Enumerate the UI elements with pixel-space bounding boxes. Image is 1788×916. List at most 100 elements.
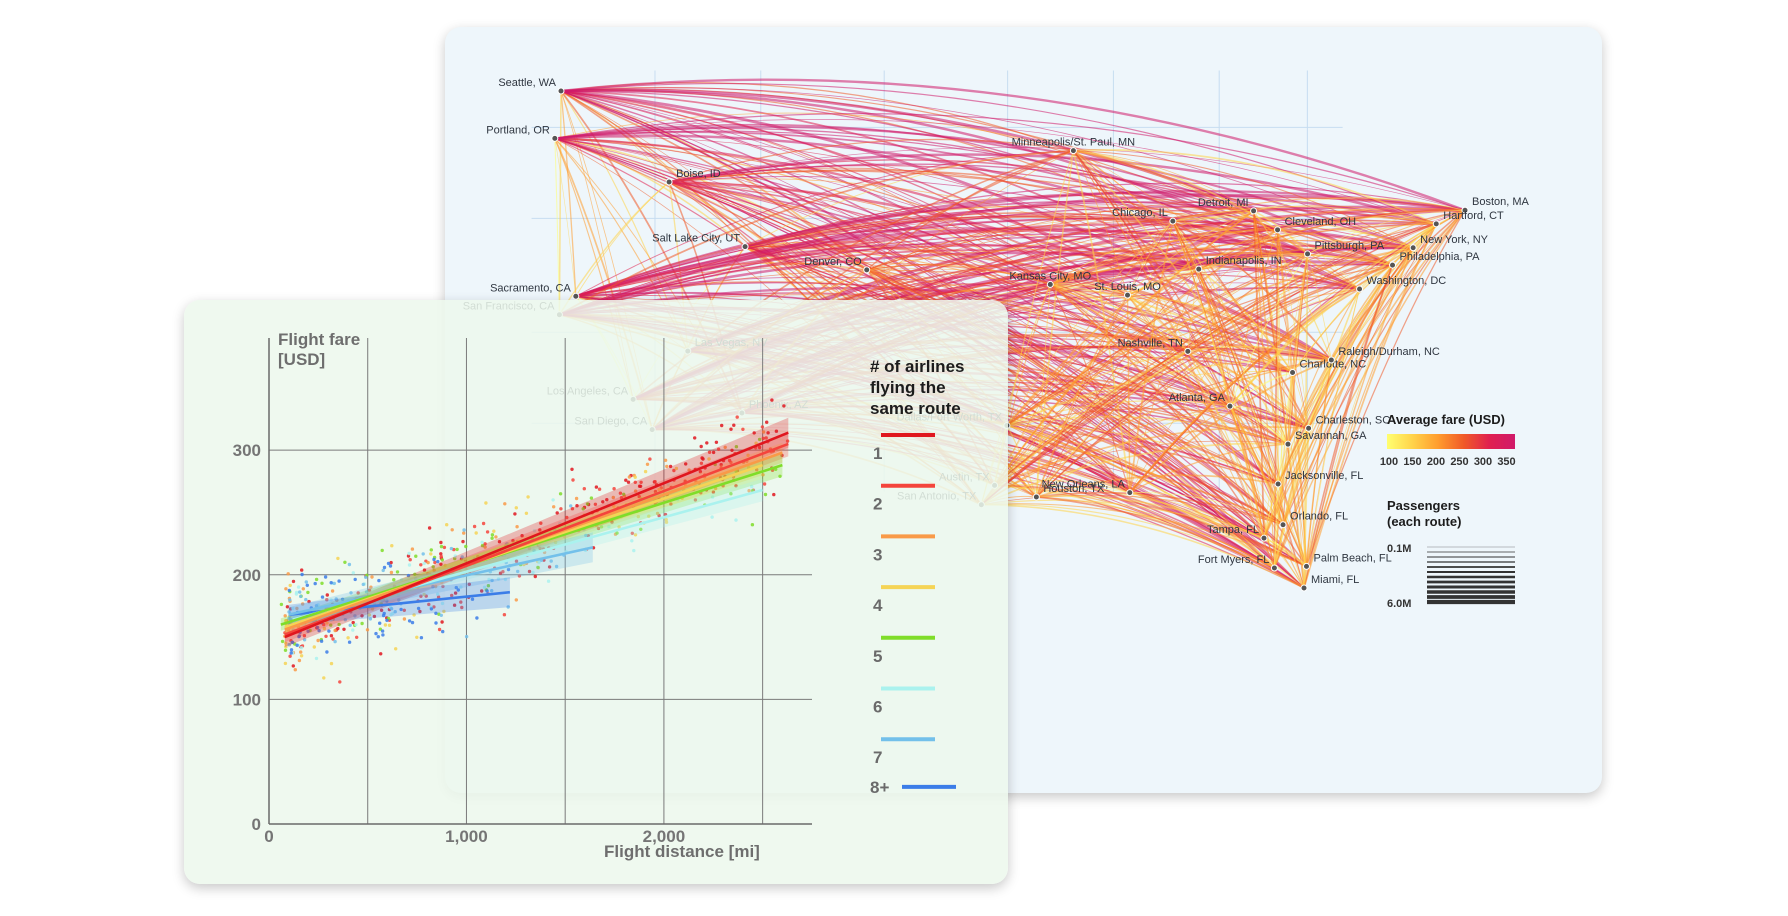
data-point bbox=[407, 619, 412, 623]
data-point bbox=[707, 450, 712, 454]
data-point bbox=[490, 589, 494, 593]
data-point bbox=[450, 593, 454, 598]
route-line bbox=[1198, 209, 1466, 270]
city-dot bbox=[1226, 402, 1234, 410]
data-point bbox=[462, 531, 466, 535]
route-line bbox=[1187, 351, 1265, 539]
route-line bbox=[1050, 283, 1309, 429]
data-point bbox=[687, 468, 691, 472]
y-tick-label: 100 bbox=[233, 690, 261, 709]
data-point bbox=[407, 551, 411, 556]
data-point bbox=[314, 577, 319, 582]
city-label: Pittsburgh, PA bbox=[1315, 240, 1385, 252]
city-dot bbox=[1389, 261, 1397, 269]
route-line bbox=[1187, 350, 1308, 567]
data-point bbox=[421, 552, 425, 556]
city-minneapolis-st-paul-mn: Minneapolis/St. Paul, MN bbox=[1012, 137, 1135, 155]
data-point bbox=[300, 572, 304, 577]
city-label: Salt Lake City, UT bbox=[652, 233, 740, 245]
legend-label-8-plus: 8+ bbox=[870, 778, 889, 797]
data-point bbox=[440, 601, 445, 606]
route-line bbox=[1073, 150, 1128, 296]
data-point bbox=[439, 613, 443, 617]
data-point bbox=[306, 590, 310, 595]
route-line bbox=[1035, 284, 1051, 497]
data-point bbox=[594, 485, 599, 489]
data-point bbox=[664, 517, 668, 522]
data-point bbox=[380, 548, 384, 553]
route-line bbox=[1287, 223, 1437, 445]
route-line bbox=[1303, 288, 1361, 589]
route-line bbox=[866, 269, 1279, 485]
data-point bbox=[355, 635, 359, 639]
data-point bbox=[705, 441, 709, 445]
passengers-legend-subtitle: (each route) bbox=[1387, 514, 1461, 529]
data-point bbox=[552, 505, 556, 509]
data-point bbox=[511, 539, 515, 543]
route-line bbox=[1292, 264, 1393, 373]
data-point bbox=[284, 645, 288, 649]
city-detroit-mi: Detroit, MI bbox=[1198, 197, 1258, 215]
data-point bbox=[377, 578, 381, 583]
data-point bbox=[668, 464, 673, 469]
route-line bbox=[1172, 220, 1360, 290]
data-point bbox=[287, 588, 291, 593]
route-line bbox=[1303, 223, 1438, 589]
data-point bbox=[611, 495, 615, 500]
route-line bbox=[1277, 229, 1393, 266]
data-point bbox=[463, 556, 467, 561]
route-line bbox=[1050, 283, 1289, 445]
route-line bbox=[1073, 149, 1437, 225]
route-line bbox=[554, 112, 1074, 152]
route-line bbox=[560, 90, 1189, 352]
data-point bbox=[490, 536, 494, 540]
data-point bbox=[323, 575, 328, 579]
data-point bbox=[422, 561, 426, 566]
data-point bbox=[612, 487, 616, 491]
data-point bbox=[429, 607, 434, 611]
route-line bbox=[1172, 220, 1332, 361]
route-line bbox=[1049, 284, 1131, 493]
data-point bbox=[501, 570, 505, 574]
data-point bbox=[462, 528, 466, 532]
route-line bbox=[1273, 483, 1279, 568]
data-point bbox=[422, 568, 427, 572]
data-point bbox=[610, 520, 614, 524]
data-point bbox=[393, 610, 397, 614]
city-label: Philadelphia, PA bbox=[1400, 251, 1481, 263]
route-line bbox=[1253, 197, 1466, 212]
data-point bbox=[390, 544, 394, 548]
data-point bbox=[385, 599, 389, 603]
route-line bbox=[1303, 247, 1414, 589]
data-point bbox=[283, 648, 288, 652]
data-point bbox=[291, 579, 296, 584]
data-point bbox=[503, 502, 507, 506]
data-point bbox=[612, 504, 616, 509]
route-line bbox=[1229, 405, 1275, 569]
route-line bbox=[560, 90, 1128, 296]
data-point bbox=[297, 658, 302, 663]
data-point bbox=[575, 504, 579, 508]
city-philadelphia-pa: Philadelphia, PA bbox=[1389, 251, 1481, 269]
city-label: Portland, OR bbox=[486, 124, 550, 136]
ci-band-1 bbox=[284, 417, 789, 647]
data-point bbox=[647, 514, 651, 518]
city-dot bbox=[1032, 493, 1040, 501]
fare-tick-label: 250 bbox=[1450, 456, 1468, 468]
city-label: Indianapolis, IN bbox=[1206, 255, 1282, 267]
data-point bbox=[480, 540, 484, 544]
city-dot bbox=[1304, 250, 1312, 258]
route-line bbox=[1050, 239, 1414, 285]
city-label: St. Louis, MO bbox=[1094, 281, 1161, 293]
data-point bbox=[325, 598, 329, 602]
data-point bbox=[785, 439, 790, 443]
route-line bbox=[981, 503, 1307, 567]
data-point bbox=[450, 528, 454, 532]
data-point bbox=[727, 458, 732, 463]
data-point bbox=[367, 588, 372, 592]
data-point bbox=[329, 634, 334, 638]
data-point bbox=[334, 597, 338, 601]
data-point bbox=[459, 585, 463, 589]
data-point bbox=[574, 496, 579, 501]
city-hartford-ct: Hartford, CT bbox=[1432, 210, 1504, 228]
